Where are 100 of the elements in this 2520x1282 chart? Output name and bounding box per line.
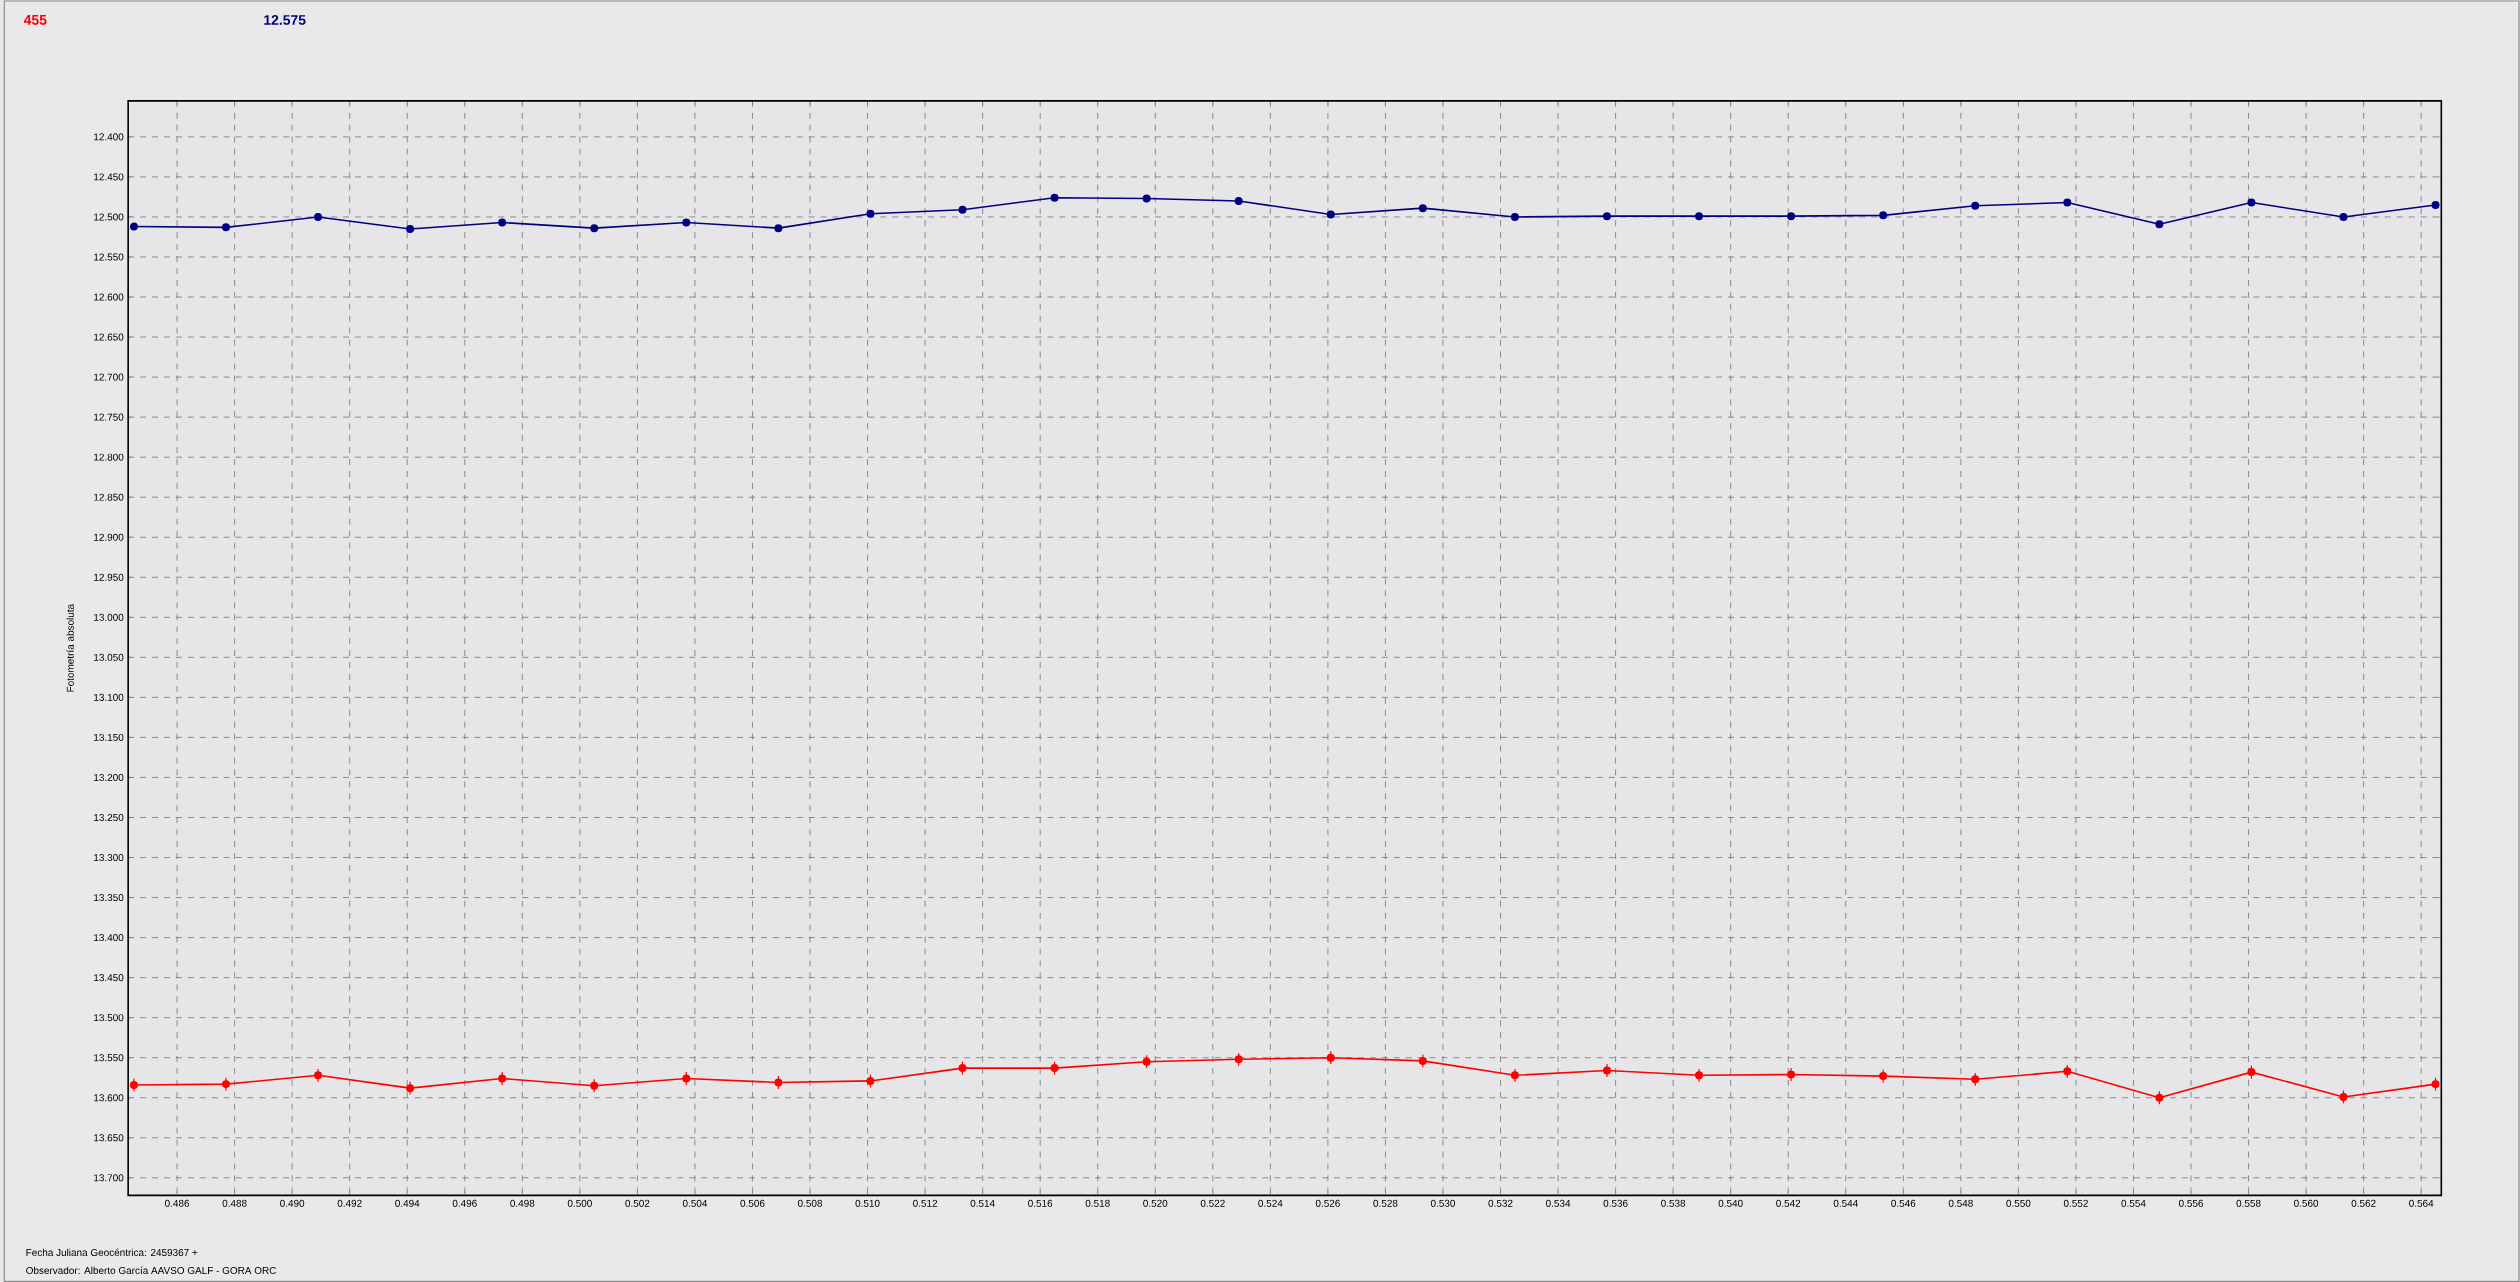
x-tick-label: 0.512 bbox=[913, 1199, 938, 1207]
point bbox=[129, 222, 138, 231]
y-tick-label: 13.200 bbox=[94, 773, 124, 781]
point bbox=[1971, 1075, 1980, 1084]
x-tick-label: 0.524 bbox=[1258, 1199, 1283, 1207]
x-tick-label: 0.558 bbox=[2236, 1199, 2261, 1207]
y-tick-label: 13.250 bbox=[94, 813, 124, 821]
y-tick-label: 12.750 bbox=[94, 413, 124, 421]
x-tick-label: 0.522 bbox=[1200, 1199, 1225, 1207]
x-tick-label: 0.502 bbox=[625, 1199, 650, 1207]
x-tick-label: 0.528 bbox=[1373, 1199, 1398, 1207]
y-tick-label: 13.700 bbox=[94, 1174, 124, 1182]
x-tick-label: 0.500 bbox=[567, 1199, 592, 1207]
x-tick-label: 0.506 bbox=[740, 1199, 765, 1207]
x-axis-title: Fecha Juliana Geocéntrica: 2459367 + bbox=[26, 1248, 198, 1256]
y-tick-label: 12.950 bbox=[94, 573, 124, 581]
x-tick-label: 0.508 bbox=[797, 1199, 823, 1207]
text: 455 bbox=[23, 14, 47, 25]
point bbox=[1142, 1057, 1151, 1066]
point bbox=[1510, 1071, 1519, 1080]
x-tick-label: 0.564 bbox=[2409, 1199, 2434, 1207]
y-tick-label: 12.450 bbox=[94, 173, 124, 181]
x-tick-label: 0.496 bbox=[452, 1199, 477, 1207]
point bbox=[1879, 1071, 1888, 1080]
x-tick-label: 0.486 bbox=[164, 1199, 190, 1207]
point bbox=[2247, 198, 2256, 207]
point bbox=[221, 223, 230, 232]
point bbox=[682, 1074, 691, 1083]
x-tick-label: 0.548 bbox=[1948, 1199, 1973, 1207]
x-tick-label: 0.546 bbox=[1891, 1199, 1916, 1207]
point bbox=[2063, 1067, 2072, 1076]
x-tick-label: 0.514 bbox=[970, 1199, 995, 1207]
x-tick-label: 0.518 bbox=[1085, 1199, 1110, 1207]
x-tick-label: 0.540 bbox=[1718, 1199, 1743, 1207]
text: Observador: Alberto García AAVSO GALF - GORA ORC bbox=[26, 1266, 276, 1274]
x-tick-label: 0.554 bbox=[2121, 1199, 2146, 1207]
x-tick-label: 0.538 bbox=[1661, 1199, 1686, 1207]
x-tick-label: 0.550 bbox=[2006, 1199, 2031, 1207]
point bbox=[1326, 210, 1335, 219]
point bbox=[1602, 212, 1611, 220]
x-tick-label: 0.504 bbox=[682, 1199, 708, 1207]
point bbox=[498, 218, 507, 227]
point bbox=[1695, 212, 1704, 220]
point bbox=[1787, 1070, 1796, 1079]
x-tick-label: 0.552 bbox=[2063, 1199, 2088, 1207]
y-tick-label: 12.550 bbox=[94, 253, 124, 261]
x-tick-label: 0.532 bbox=[1488, 1199, 1513, 1207]
point bbox=[774, 1078, 783, 1087]
point bbox=[1418, 1056, 1427, 1065]
x-tick-label: 0.530 bbox=[1430, 1199, 1456, 1207]
y-tick-label: 13.300 bbox=[94, 853, 124, 861]
y-axis-title: Fotometría absoluta bbox=[66, 603, 74, 692]
point bbox=[1142, 194, 1151, 203]
point bbox=[1971, 201, 1980, 210]
point bbox=[2155, 1093, 2164, 1102]
point bbox=[1695, 1071, 1704, 1080]
x-tick-label: 0.562 bbox=[2351, 1199, 2376, 1207]
point bbox=[2155, 220, 2164, 229]
y-tick-label: 13.050 bbox=[94, 653, 124, 661]
y-tick-label: 13.450 bbox=[94, 973, 124, 982]
x-tick-label: 0.498 bbox=[510, 1199, 535, 1207]
point bbox=[590, 224, 599, 233]
point bbox=[2063, 198, 2072, 207]
point bbox=[1234, 196, 1243, 205]
point bbox=[406, 224, 415, 233]
x-tick-label: 0.556 bbox=[2178, 1199, 2204, 1207]
y-tick-label: 12.700 bbox=[94, 373, 124, 381]
point bbox=[1234, 1055, 1243, 1064]
y-tick-label: 12.600 bbox=[94, 293, 124, 301]
y-tick-label: 13.150 bbox=[94, 733, 124, 741]
y-tick-label: 12.500 bbox=[94, 213, 124, 221]
point bbox=[1418, 204, 1427, 212]
x-tick-label: 0.526 bbox=[1315, 1199, 1340, 1207]
y-tick-label: 13.550 bbox=[94, 1054, 124, 1062]
x-tick-label: 0.488 bbox=[222, 1199, 247, 1207]
y-tick-label: 13.650 bbox=[94, 1134, 124, 1142]
text: 12.575 bbox=[264, 14, 306, 25]
x-tick-label: 0.520 bbox=[1143, 1199, 1168, 1207]
point bbox=[221, 1079, 230, 1088]
y-tick-label: 13.100 bbox=[94, 693, 124, 701]
point bbox=[314, 1071, 323, 1080]
y-tick-label: 12.800 bbox=[94, 453, 124, 461]
point bbox=[2247, 1067, 2256, 1076]
y-tick-label: 12.400 bbox=[94, 133, 124, 141]
x-tick-label: 0.516 bbox=[1028, 1199, 1053, 1207]
x-tick-label: 0.492 bbox=[337, 1199, 362, 1207]
point bbox=[682, 218, 691, 227]
point bbox=[1510, 212, 1519, 221]
x-tick-label: 0.544 bbox=[1833, 1199, 1858, 1207]
x-tick-label: 0.490 bbox=[280, 1199, 305, 1207]
y-tick-label: 13.600 bbox=[94, 1094, 124, 1102]
point bbox=[1879, 211, 1888, 220]
x-tick-label: 0.542 bbox=[1776, 1199, 1801, 1207]
y-tick-label: 12.850 bbox=[94, 493, 124, 501]
x-tick-label: 0.510 bbox=[855, 1199, 880, 1207]
x-tick-label: 0.534 bbox=[1545, 1199, 1571, 1207]
point bbox=[1602, 1066, 1611, 1075]
point bbox=[774, 224, 783, 233]
y-tick-label: 13.400 bbox=[94, 933, 124, 941]
y-tick-label: 13.350 bbox=[94, 893, 124, 901]
